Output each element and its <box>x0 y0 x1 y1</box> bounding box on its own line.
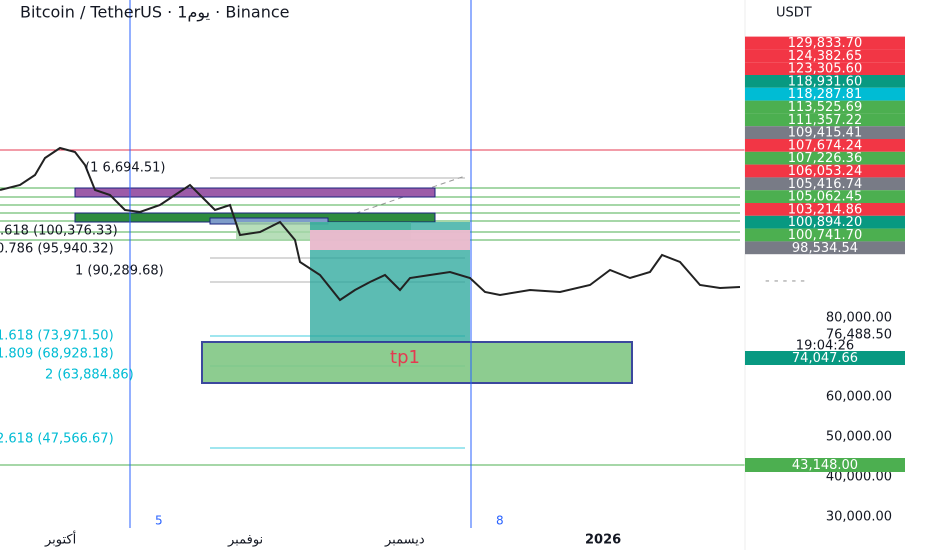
price-label-bg <box>745 113 905 127</box>
time-label: ديسمبر <box>384 533 425 548</box>
price-label: 113,525.69 <box>788 100 862 115</box>
price-label-bg <box>745 62 905 75</box>
time-label: 2026 <box>585 533 621 548</box>
price-label-bg <box>745 139 905 152</box>
price-label: 129,833.70 <box>788 36 862 51</box>
fib-label: 2.618 (47,566.67) <box>0 432 114 447</box>
price-label: 123,305.60 <box>788 62 862 77</box>
axis-label: 30,000.00 <box>826 510 892 525</box>
price-label-bg <box>745 75 905 88</box>
price-label: 103,214.86 <box>788 202 862 217</box>
price-label-bg <box>745 190 905 203</box>
title: Bitcoin / TetherUS · 1يوم · Binance <box>20 3 290 23</box>
trend-line <box>329 175 466 223</box>
axis-label: 40,000.00 <box>826 470 892 485</box>
line-label: 8 <box>496 514 504 528</box>
price-label-bg <box>745 126 905 139</box>
fib-label: 2 (63,884.86) <box>45 368 134 383</box>
fib-label: .618 (100,376.33) <box>0 224 118 239</box>
price-label-bg <box>745 151 905 165</box>
axis-label: 76,488.50 <box>826 328 892 343</box>
zone <box>74 187 436 198</box>
fib-label: 0.786 (95,940.32) <box>0 242 114 257</box>
axis-label: 50,000.00 <box>826 430 892 445</box>
target-zone <box>201 341 633 384</box>
price-label: 105,416.74 <box>788 177 862 192</box>
current-price: 74,047.66 <box>792 351 858 366</box>
price-label: 107,226.36 <box>788 151 862 166</box>
price-label-bg <box>745 228 905 242</box>
dashes: - - - - - <box>765 274 805 289</box>
price-label: 124,382.65 <box>788 49 862 64</box>
price-label-bg <box>745 215 905 229</box>
price-label-bg <box>745 458 905 472</box>
axis-label: 80,000.00 <box>826 311 892 326</box>
price-label: 118,287.81 <box>788 87 862 102</box>
price-label: 111,357.22 <box>788 113 862 128</box>
price-path <box>0 146 741 302</box>
price-label: 98,534.54 <box>792 241 858 256</box>
currency: USDT <box>776 6 812 21</box>
price-label-bg <box>745 203 905 216</box>
line-label: 5 <box>155 514 163 528</box>
price-label: 109,415.41 <box>788 126 862 141</box>
price-label: 107,674.24 <box>788 138 862 153</box>
price-label-bg <box>745 87 905 101</box>
target-label: tp1 <box>390 347 420 368</box>
price-label-bg <box>745 49 905 63</box>
price-label-bg <box>745 36 905 50</box>
level-price: 43,148.00 <box>792 458 858 473</box>
price-label: 118,931.60 <box>788 74 862 89</box>
price-label-bg <box>745 351 905 365</box>
axis-label: 60,000.00 <box>826 390 892 405</box>
price-label: 106,053.24 <box>788 164 862 179</box>
fib-label: 1.809 (68,928.18) <box>0 347 114 362</box>
price-label: 100,894.20 <box>788 215 862 230</box>
price-label: 105,062.45 <box>788 190 862 205</box>
loss-zone <box>310 230 470 250</box>
price-label-bg <box>745 164 905 178</box>
fib-label: 1.618 (73,971.50) <box>0 329 114 344</box>
time-label: أكتوبر <box>44 531 76 548</box>
time-label: نوفمبر <box>227 533 263 548</box>
price-label-bg <box>745 241 905 255</box>
price-label: 100,741.70 <box>788 228 862 243</box>
price-label-bg <box>745 177 905 191</box>
fib-label: 1 (90,289.68) <box>75 264 164 279</box>
price-label-bg <box>745 100 905 114</box>
fib-label: (1 6,694.51) <box>85 161 165 176</box>
countdown: 19:04:26 <box>796 339 854 354</box>
